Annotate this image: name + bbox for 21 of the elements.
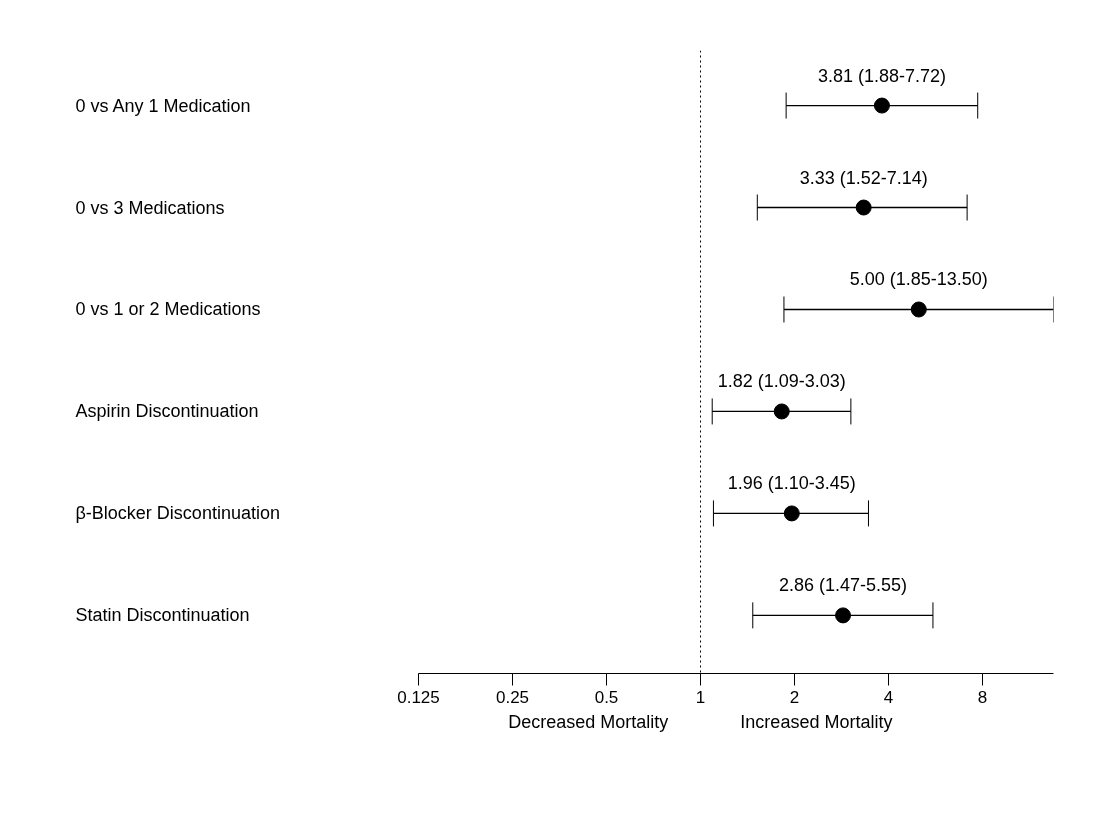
data-label: 3.33 (1.52-7.14) bbox=[799, 167, 928, 188]
data-label: 1.82 (1.09-3.03) bbox=[717, 371, 846, 392]
y-tick-label: Statin Discontinuation bbox=[75, 605, 250, 626]
data-label: 2.86 (1.47-5.55) bbox=[778, 575, 908, 596]
y-tick-label: 0 vs 1 or 2 Medications bbox=[75, 299, 261, 320]
x-tick-label: 8 bbox=[977, 687, 988, 707]
y-tick-label: β-Blocker Discontinuation bbox=[75, 503, 280, 524]
data-label: 1.96 (1.10-3.45) bbox=[727, 473, 856, 494]
x-tick-label: 0.5 bbox=[594, 687, 619, 707]
y-tick-label: 0 vs Any 1 Medication bbox=[75, 95, 251, 116]
x-tick-label: 0.125 bbox=[397, 687, 440, 707]
x-tick-label: 1 bbox=[695, 687, 706, 707]
text: Decreased Mortality bbox=[508, 711, 669, 732]
text: Increased Mortality bbox=[740, 711, 893, 732]
data-label: 3.81 (1.88-7.72) bbox=[817, 65, 946, 86]
x-tick-label: 4 bbox=[883, 687, 894, 707]
y-tick-label: Aspirin Discontinuation bbox=[75, 401, 259, 422]
data-label: 5.00 (1.85-13.50) bbox=[849, 269, 988, 290]
y-tick-label: 0 vs 3 Medications bbox=[75, 197, 225, 218]
x-tick-label: 2 bbox=[789, 687, 800, 707]
x-tick-label: 0.25 bbox=[495, 687, 530, 707]
